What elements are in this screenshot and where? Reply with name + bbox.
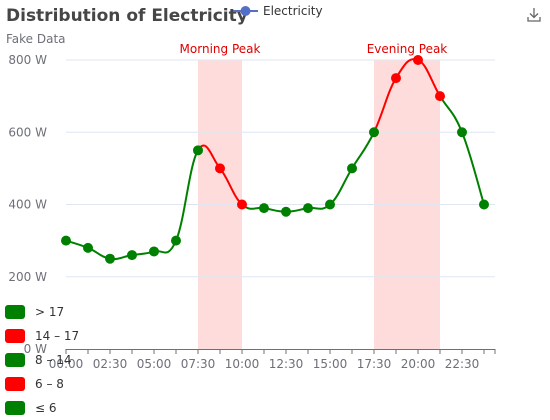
x-tick-4: 10:00 [225,357,260,371]
data-point-17[interactable] [435,91,445,102]
data-point-11[interactable] [303,203,313,214]
data-point-6[interactable] [193,145,203,156]
y-tick-3: 600 W [8,125,47,139]
legend-item-electricity[interactable]: Electricity [233,4,323,18]
data-point-10[interactable] [281,206,291,217]
x-tick-2: 05:00 [137,357,172,371]
x-tick-6: 15:00 [313,357,348,371]
series-segment-17 [439,95,463,133]
mark-area-label-1: Evening Peak [367,42,448,56]
data-point-19[interactable] [479,199,489,210]
piece-swatch-2[interactable] [5,353,25,367]
legend-label: Electricity [263,4,323,18]
chart-subtitle: Fake Data [6,32,66,46]
data-point-2[interactable] [105,253,115,264]
piece-label-0: > 17 [35,305,64,319]
data-point-7[interactable] [215,163,225,174]
piece-label-4: ≤ 6 [35,401,57,415]
x-axis: 00:00 02:30 05:00 07:30 10:00 12:30 15:00 17:30… [49,349,496,371]
piece-swatch-4[interactable] [5,401,25,415]
y-tick-2: 400 W [8,198,47,212]
data-point-14[interactable] [369,127,379,138]
data-point-13[interactable] [347,163,357,174]
data-point-5[interactable] [171,235,181,246]
x-tick-5: 12:30 [269,357,304,371]
piece-label-2: 8 – 14 [35,353,72,367]
data-point-8[interactable] [237,199,247,210]
legend-marker [240,6,251,16]
download-icon[interactable] [525,5,543,23]
data-point-1[interactable] [83,242,93,253]
chart-title: Distribution of Electricity [6,6,248,26]
x-tick-7: 17:30 [357,357,392,371]
y-tick-4: 800 W [8,53,47,67]
data-point-0[interactable] [61,235,71,246]
piece-swatch-0[interactable] [5,305,25,319]
x-tick-3: 07:30 [181,357,216,371]
x-tick-1: 02:30 [93,357,128,371]
data-point-16[interactable] [413,55,423,65]
data-point-18[interactable] [457,127,467,138]
series-segment-12 [329,167,353,206]
series-segment-5 [175,149,199,242]
series-segment-18 [461,131,485,205]
y-tick-1: 200 W [8,270,47,284]
data-point-9[interactable] [259,203,269,214]
data-point-4[interactable] [149,246,159,257]
x-tick-8: 20:00 [401,357,436,371]
mark-area-label-0: Morning Peak [180,42,261,56]
data-point-15[interactable] [391,73,401,84]
data-point-3[interactable] [127,250,137,261]
x-tick-9: 22:30 [445,357,480,371]
grid-lines [66,59,495,278]
mark-areas: Morning Peak Evening Peak [180,42,448,349]
data-point-12[interactable] [325,199,335,210]
y-tick-0: 0 W [24,342,47,356]
y-axis-ticks: 0 W 200 W 400 W 600 W 800 W [8,53,47,356]
piece-label-1: 14 – 17 [35,329,79,343]
piece-swatch-3[interactable] [5,377,25,391]
series-electricity [61,55,489,264]
visual-map-legend: > 17 14 – 17 8 – 14 6 – 8 ≤ 6 [5,305,79,415]
piece-swatch-1[interactable] [5,329,25,343]
piece-label-3: 6 – 8 [35,377,64,391]
x-tick-0: 00:00 [49,357,84,371]
series-segment-13 [351,131,375,169]
